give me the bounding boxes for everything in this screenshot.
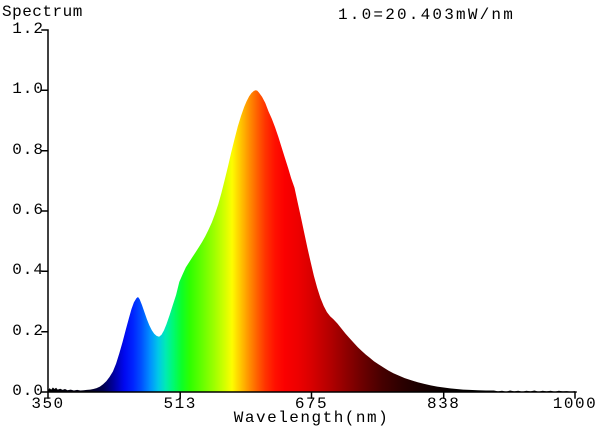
- y-tick-label: 1.0: [12, 80, 44, 99]
- y-tick-label: 0.6: [12, 201, 44, 219]
- spectrum-area: [48, 90, 575, 393]
- x-tick-label: 1000: [552, 395, 598, 413]
- x-axis-label: Wavelength(nm): [233, 409, 390, 427]
- scale-annotation: 1.0=20.403mW/nm: [338, 6, 516, 24]
- x-tick-label: 675: [294, 395, 329, 413]
- axes: [41, 29, 577, 399]
- y-tick-label: 0.2: [12, 321, 44, 340]
- x-tick-label: 838: [426, 395, 461, 413]
- y-tick-label: 0.4: [12, 261, 44, 280]
- x-tick-label: 513: [163, 395, 197, 413]
- y-tick-label: 1.2: [12, 20, 44, 38]
- x-tick-label: 350: [31, 395, 65, 413]
- y-tick-label: 0.8: [12, 140, 44, 159]
- y-tick-label: 0.0: [12, 382, 44, 400]
- chart-title: Spectrum: [2, 3, 83, 21]
